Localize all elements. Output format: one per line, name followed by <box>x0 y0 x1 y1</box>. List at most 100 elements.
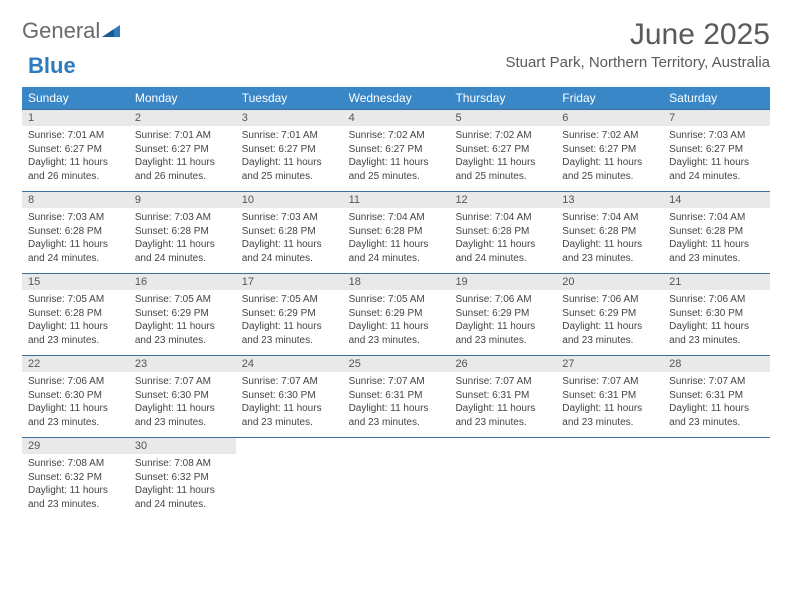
day-number-cell: 6 <box>556 110 663 126</box>
day-number-cell: 4 <box>343 110 450 126</box>
daylight-line: Daylight: 11 hours and 23 minutes. <box>28 484 123 511</box>
sunset-line: Sunset: 6:28 PM <box>455 225 550 239</box>
day-number-cell <box>343 438 450 454</box>
day-number-cell: 23 <box>129 356 236 372</box>
day-content-cell <box>449 454 556 519</box>
sunrise-line: Sunrise: 7:07 AM <box>349 375 444 389</box>
daylight-line: Daylight: 11 hours and 23 minutes. <box>349 320 444 347</box>
daylight-line: Daylight: 11 hours and 23 minutes. <box>28 402 123 429</box>
sunrise-line: Sunrise: 7:07 AM <box>455 375 550 389</box>
day-content-cell: Sunrise: 7:01 AMSunset: 6:27 PMDaylight:… <box>22 126 129 191</box>
day-content-cell: Sunrise: 7:05 AMSunset: 6:29 PMDaylight:… <box>236 290 343 355</box>
day-number-cell: 16 <box>129 274 236 290</box>
daylight-line: Daylight: 11 hours and 23 minutes. <box>562 402 657 429</box>
day-content-cell: Sunrise: 7:01 AMSunset: 6:27 PMDaylight:… <box>236 126 343 191</box>
sunrise-line: Sunrise: 7:01 AM <box>135 129 230 143</box>
day-content-cell <box>556 454 663 519</box>
title-block: June 2025 Stuart Park, Northern Territor… <box>505 18 770 71</box>
daylight-line: Daylight: 11 hours and 24 minutes. <box>669 156 764 183</box>
day-content-cell: Sunrise: 7:05 AMSunset: 6:29 PMDaylight:… <box>343 290 450 355</box>
day-number-cell: 30 <box>129 438 236 454</box>
weekday-header-cell: Tuesday <box>236 87 343 109</box>
day-number-cell: 25 <box>343 356 450 372</box>
daynum-row: 1234567 <box>22 109 770 126</box>
sunset-line: Sunset: 6:28 PM <box>28 225 123 239</box>
day-content-cell: Sunrise: 7:05 AMSunset: 6:28 PMDaylight:… <box>22 290 129 355</box>
daynum-row: 22232425262728 <box>22 355 770 372</box>
weekday-header-cell: Saturday <box>663 87 770 109</box>
day-number-cell <box>236 438 343 454</box>
calendar: SundayMondayTuesdayWednesdayThursdayFrid… <box>22 87 770 519</box>
sunrise-line: Sunrise: 7:03 AM <box>242 211 337 225</box>
sunset-line: Sunset: 6:27 PM <box>455 143 550 157</box>
day-content-cell: Sunrise: 7:07 AMSunset: 6:30 PMDaylight:… <box>236 372 343 437</box>
day-content-cell: Sunrise: 7:04 AMSunset: 6:28 PMDaylight:… <box>556 208 663 273</box>
day-number-cell: 17 <box>236 274 343 290</box>
sunrise-line: Sunrise: 7:04 AM <box>455 211 550 225</box>
day-number-cell: 10 <box>236 192 343 208</box>
day-content-cell: Sunrise: 7:01 AMSunset: 6:27 PMDaylight:… <box>129 126 236 191</box>
day-number-cell: 22 <box>22 356 129 372</box>
daylight-line: Daylight: 11 hours and 23 minutes. <box>562 238 657 265</box>
day-content-cell: Sunrise: 7:03 AMSunset: 6:27 PMDaylight:… <box>663 126 770 191</box>
daylight-line: Daylight: 11 hours and 23 minutes. <box>455 402 550 429</box>
daylight-line: Daylight: 11 hours and 23 minutes. <box>669 320 764 347</box>
day-number-cell: 19 <box>449 274 556 290</box>
day-number-cell: 1 <box>22 110 129 126</box>
daylight-line: Daylight: 11 hours and 23 minutes. <box>242 320 337 347</box>
sunrise-line: Sunrise: 7:07 AM <box>135 375 230 389</box>
day-content-cell: Sunrise: 7:06 AMSunset: 6:29 PMDaylight:… <box>556 290 663 355</box>
day-content-cell: Sunrise: 7:08 AMSunset: 6:32 PMDaylight:… <box>22 454 129 519</box>
daylight-line: Daylight: 11 hours and 23 minutes. <box>455 320 550 347</box>
sunset-line: Sunset: 6:30 PM <box>669 307 764 321</box>
day-number-cell: 21 <box>663 274 770 290</box>
day-content-cell <box>663 454 770 519</box>
daynum-row: 2930 <box>22 437 770 454</box>
day-content-cell <box>236 454 343 519</box>
day-number-cell: 26 <box>449 356 556 372</box>
daylight-line: Daylight: 11 hours and 25 minutes. <box>242 156 337 183</box>
sunset-line: Sunset: 6:32 PM <box>135 471 230 485</box>
sunset-line: Sunset: 6:27 PM <box>242 143 337 157</box>
sunset-line: Sunset: 6:28 PM <box>28 307 123 321</box>
sunset-line: Sunset: 6:28 PM <box>135 225 230 239</box>
page: General June 2025 Stuart Park, Northern … <box>0 0 792 537</box>
sunrise-line: Sunrise: 7:04 AM <box>669 211 764 225</box>
sunrise-line: Sunrise: 7:05 AM <box>28 293 123 307</box>
sunrise-line: Sunrise: 7:05 AM <box>135 293 230 307</box>
day-content-cell: Sunrise: 7:06 AMSunset: 6:29 PMDaylight:… <box>449 290 556 355</box>
sunset-line: Sunset: 6:27 PM <box>349 143 444 157</box>
day-number-cell: 3 <box>236 110 343 126</box>
daylight-line: Daylight: 11 hours and 25 minutes. <box>349 156 444 183</box>
day-content-cell: Sunrise: 7:07 AMSunset: 6:31 PMDaylight:… <box>343 372 450 437</box>
day-content-cell: Sunrise: 7:03 AMSunset: 6:28 PMDaylight:… <box>22 208 129 273</box>
day-content-cell: Sunrise: 7:02 AMSunset: 6:27 PMDaylight:… <box>343 126 450 191</box>
sunrise-line: Sunrise: 7:04 AM <box>349 211 444 225</box>
sunset-line: Sunset: 6:28 PM <box>349 225 444 239</box>
sunset-line: Sunset: 6:28 PM <box>669 225 764 239</box>
sunset-line: Sunset: 6:27 PM <box>28 143 123 157</box>
sunset-line: Sunset: 6:29 PM <box>562 307 657 321</box>
sunset-line: Sunset: 6:31 PM <box>455 389 550 403</box>
daycontent-row: Sunrise: 7:05 AMSunset: 6:28 PMDaylight:… <box>22 290 770 355</box>
sunrise-line: Sunrise: 7:06 AM <box>669 293 764 307</box>
weekday-header-cell: Wednesday <box>343 87 450 109</box>
day-content-cell: Sunrise: 7:04 AMSunset: 6:28 PMDaylight:… <box>449 208 556 273</box>
logo-text-general: General <box>22 18 100 44</box>
sunrise-line: Sunrise: 7:05 AM <box>349 293 444 307</box>
weekday-header-cell: Sunday <box>22 87 129 109</box>
daylight-line: Daylight: 11 hours and 24 minutes. <box>242 238 337 265</box>
daycontent-row: Sunrise: 7:08 AMSunset: 6:32 PM Daylight:… <box>22 454 770 519</box>
sunrise-line: Sunrise: 7:06 AM <box>562 293 657 307</box>
day-number-cell: 9 <box>129 192 236 208</box>
sunset-line: Sunset: 6:27 PM <box>669 143 764 157</box>
day-content-cell: Sunrise: 7:02 AMSunset: 6:27 PMDaylight:… <box>556 126 663 191</box>
daylight-line: Daylight: 11 hours and 24 minutes. <box>135 238 230 265</box>
day-content-cell: Sunrise: 7:06 AMSunset: 6:30 PMDaylight:… <box>22 372 129 437</box>
day-content-cell: Sunrise: 7:03 AMSunset: 6:28 PMDaylight:… <box>129 208 236 273</box>
day-number-cell: 15 <box>22 274 129 290</box>
day-content-cell: Sunrise: 7:03 AMSunset: 6:28 PMDaylight:… <box>236 208 343 273</box>
sunset-line: Sunset: 6:31 PM <box>562 389 657 403</box>
sunrise-line: Sunrise: 7:08 AM <box>135 457 230 471</box>
weekday-header-row: SundayMondayTuesdayWednesdayThursdayFrid… <box>22 87 770 109</box>
